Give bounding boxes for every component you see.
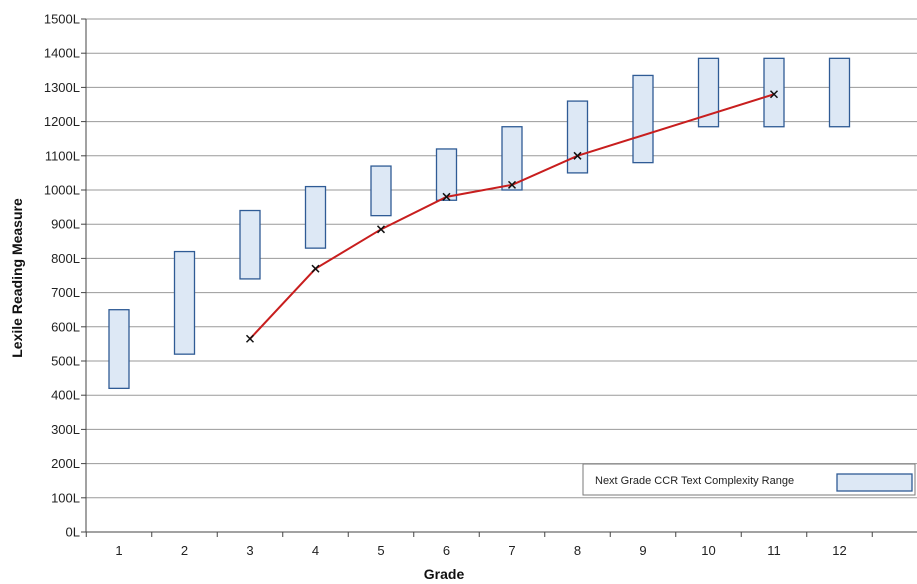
trend-point-marker	[507, 180, 517, 189]
trend-point-marker	[311, 264, 320, 273]
trend-point-marker	[769, 90, 779, 99]
legend-label: Next Grade CCR Text Complexity Range	[595, 475, 794, 487]
x-tick-label: 6	[443, 543, 450, 558]
range-bar	[697, 57, 720, 128]
x-tick-label: 10	[701, 543, 715, 558]
y-tick-label: 100L	[51, 490, 80, 505]
range-bars	[108, 57, 851, 390]
range-bar	[173, 250, 196, 355]
x-tick-label: 2	[181, 543, 188, 558]
legend-swatch	[836, 473, 913, 492]
x-tick-label: 12	[832, 543, 846, 558]
gridlines	[81, 18, 917, 537]
x-tick-label: 8	[574, 543, 581, 558]
legend: Next Grade CCR Text Complexity Range	[582, 463, 916, 496]
range-bar	[763, 57, 785, 128]
trend-point-marker	[376, 225, 386, 234]
range-bar	[370, 165, 392, 217]
y-tick-label: 800L	[51, 251, 80, 266]
y-tick-label: 0L	[66, 525, 80, 540]
x-tick-label: 7	[508, 543, 515, 558]
trend-point-marker	[573, 151, 582, 160]
y-axis-title: Lexile Reading Measure	[9, 198, 25, 358]
range-bar	[435, 148, 458, 201]
range-bar	[566, 100, 589, 174]
x-tick-labels: 1 2 3 4 5 6 7 8 9 10 11 12	[115, 543, 846, 558]
y-tick-label: 400L	[51, 388, 80, 403]
x-tick-label: 3	[246, 543, 253, 558]
x-tick-label: 11	[767, 543, 781, 558]
x-tick-label: 4	[312, 543, 319, 558]
range-bar	[501, 126, 523, 191]
range-bar	[304, 185, 327, 249]
y-tick-label: 300L	[51, 422, 80, 437]
x-tick-label: 5	[377, 543, 384, 558]
y-tick-label: 1200L	[44, 114, 80, 129]
y-tick-label: 500L	[51, 354, 80, 369]
range-bar	[108, 309, 130, 390]
y-tick-label: 1100L	[45, 148, 80, 163]
y-tick-label: 200L	[51, 456, 80, 471]
y-tick-labels: 0L 100L 200L 300L 400L 500L 600L 700L 800L 900L 10…	[44, 12, 80, 540]
y-tick-label: 1000L	[44, 183, 80, 198]
trend-line	[245, 90, 779, 343]
range-bar	[632, 74, 654, 164]
y-tick-label: 900L	[51, 217, 80, 232]
y-tick-label: 700L	[51, 285, 80, 300]
range-bar	[828, 57, 851, 128]
x-axis-title: Grade	[424, 566, 465, 582]
x-tick-label: 1	[115, 543, 122, 558]
y-tick-label: 600L	[51, 319, 80, 334]
y-tick-label: 1500L	[44, 12, 80, 27]
trend-point-marker	[442, 192, 451, 201]
x-tick-label: 9	[639, 543, 646, 558]
trend-point-marker	[245, 334, 255, 343]
y-tick-label: 1400L	[44, 46, 80, 61]
y-tick-label: 1300L	[44, 80, 80, 95]
range-bar	[239, 209, 261, 280]
